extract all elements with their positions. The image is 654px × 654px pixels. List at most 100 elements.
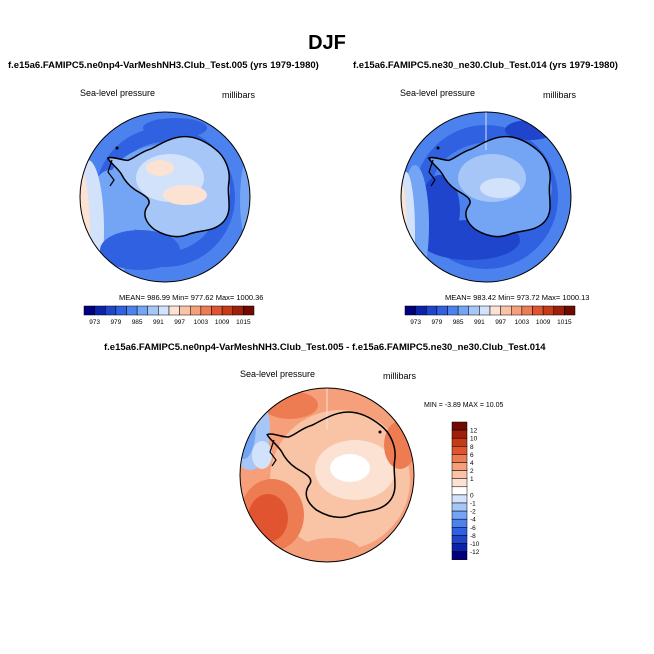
panel1-colorbar-box <box>168 305 180 316</box>
panel2-colorbar-box <box>436 305 448 316</box>
panel1-colorbar-box <box>221 305 233 316</box>
panel3-colorbar-tick-label: -10 <box>470 541 480 548</box>
panel3-colorbar-box <box>451 462 468 471</box>
panel2-colorbar-box <box>564 305 576 316</box>
panel3-colorbar-tick-label: 12 <box>470 428 478 435</box>
panel1-colorbar-box <box>105 305 117 316</box>
panel2-colorbar-box <box>553 305 565 316</box>
panel2-colorbar-tick-label: 979 <box>431 319 442 326</box>
panel1-colorbar-tick-label: 997 <box>174 319 185 326</box>
panel1-colorbar-box <box>200 305 212 316</box>
panel2-colorbar-tick-label: 1009 <box>536 319 551 326</box>
panel3-stats: MIN = -3.89 MAX = 10.05 <box>424 402 503 409</box>
panel1-colorbar-box <box>83 305 95 316</box>
panel2-colorbar-box <box>479 305 491 316</box>
panel2-variable-label: Sea-level pressure <box>400 88 476 98</box>
panel1-colorbar-box <box>232 305 244 316</box>
panel1-colorbar-box <box>211 305 223 316</box>
panel1-colorbar-box <box>158 305 170 316</box>
panel1-colorbar-tick-label: 991 <box>153 319 164 326</box>
panel3-colorbar-tick-label: -8 <box>470 533 476 540</box>
panel1-title: f.e15a6.FAMIPC5.ne0np4-VarMeshNH3.Club_T… <box>8 60 319 71</box>
panel3-colorbar-box <box>451 421 468 431</box>
panel1-colorbar-box <box>136 305 148 316</box>
panel3-colorbar-box <box>451 543 468 552</box>
panel2-colorbar-box <box>489 305 501 316</box>
panel3-colorbar-tick-label: 10 <box>470 436 478 443</box>
panel1-colorbar-tick-label: 1015 <box>236 319 251 326</box>
panel2-colorbar-box <box>415 305 427 316</box>
panel3-colorbar-tick-label: -6 <box>470 525 476 532</box>
panel2-colorbar-box <box>511 305 523 316</box>
panel2-colorbar-box <box>468 305 480 316</box>
panel1-stats: MEAN= 986.99 Min= 977.62 Max= 1000.36 <box>119 293 263 302</box>
panel1-colorbar-tick-label: 973 <box>89 319 100 326</box>
panel3-colorbar-box <box>451 454 468 463</box>
panel1-colorbar-box <box>94 305 106 316</box>
panel1-colorbar-box <box>190 305 202 316</box>
panel3-colorbar-tick-label: -1 <box>470 501 476 508</box>
panel3-colorbar-box <box>451 518 468 528</box>
panel1-colorbar-box <box>243 305 255 316</box>
panel1-colorbar: 973 979 985 991 997 1003 1009 1015 <box>83 305 255 326</box>
panel1-colorbar-tick-label: 1009 <box>215 319 230 326</box>
panel3-title: f.e15a6.FAMIPC5.ne0np4-VarMeshNH3.Club_T… <box>104 342 546 353</box>
panel3-colorbar-tick-label: 8 <box>470 444 474 451</box>
panel2-colorbar-tick-label: 1003 <box>515 319 530 326</box>
panel1-units-label: millibars <box>222 90 256 100</box>
panel3-colorbar-box <box>451 470 468 479</box>
panel1-variable-label: Sea-level pressure <box>80 88 156 98</box>
panel2-colorbar-box <box>447 305 459 316</box>
panel3-colorbar-box <box>451 510 468 520</box>
panel3-colorbar-box <box>451 478 468 488</box>
panel2-colorbar-box <box>404 305 416 316</box>
panel2-colorbar-box <box>426 305 438 316</box>
panel3-colorbar-tick-label: 6 <box>470 452 474 459</box>
panel3-colorbar-box <box>451 527 468 536</box>
panel2-colorbar-box <box>542 305 554 316</box>
panel2-colorbar-tick-label: 991 <box>474 319 485 326</box>
panel1-map <box>79 111 251 283</box>
panel2-map <box>400 111 572 283</box>
panel2-title: f.e15a6.FAMIPC5.ne30_ne30.Club_Test.014 … <box>353 60 618 71</box>
panel2-colorbar-box <box>521 305 533 316</box>
panel3-colorbar-tick-label: 1 <box>470 476 474 483</box>
panel1-colorbar-tick-label: 1003 <box>194 319 209 326</box>
panel1-colorbar-box <box>115 305 127 316</box>
panel1-colorbar-box <box>147 305 159 316</box>
panel3-colorbar-tick-label: -4 <box>470 517 476 524</box>
panel3-colorbar-tick-label: 4 <box>470 460 474 467</box>
panel1-colorbar-box <box>126 305 138 316</box>
panel2-colorbar: 973 979 985 991 997 1003 1009 1015 <box>404 305 576 326</box>
panel3-colorbar-box <box>451 494 468 504</box>
panel2-colorbar-tick-label: 985 <box>453 319 464 326</box>
panel2-colorbar-box <box>457 305 469 316</box>
panel1-colorbar-tick-label: 979 <box>110 319 121 326</box>
panel3-map <box>239 387 415 563</box>
panel3-colorbar-box <box>451 551 468 560</box>
panel3-colorbar-box <box>451 429 468 439</box>
panel3-colorbar-box <box>451 535 468 544</box>
panel3-colorbar-tick-label: 0 <box>470 492 474 499</box>
panel2-colorbar-tick-label: 1015 <box>557 319 572 326</box>
panel3-colorbar-tick-label: -2 <box>470 509 476 516</box>
panel3-colorbar-box <box>451 502 468 512</box>
panel2-colorbar-box <box>500 305 512 316</box>
panel3-colorbar-box <box>451 437 468 447</box>
panel2-colorbar-tick-label: 973 <box>410 319 421 326</box>
panel3-variable-label: Sea-level pressure <box>240 369 316 379</box>
panel3-colorbar-tick-label: 2 <box>470 468 474 475</box>
panel3-colorbar-tick-label: -12 <box>470 549 480 556</box>
figure-title: DJF <box>308 32 346 54</box>
panel3-colorbar-box <box>451 446 468 455</box>
panel2-colorbar-box <box>532 305 544 316</box>
panel2-units-label: millibars <box>543 90 577 100</box>
panel3-units-label: millibars <box>383 371 417 381</box>
panel2-stats: MEAN= 983.42 Min= 973.72 Max= 1000.13 <box>445 293 589 302</box>
panel2-colorbar-tick-label: 997 <box>495 319 506 326</box>
panel1-colorbar-tick-label: 985 <box>132 319 143 326</box>
panel1-colorbar-box <box>179 305 191 316</box>
panel3-colorbar-box <box>451 486 468 496</box>
